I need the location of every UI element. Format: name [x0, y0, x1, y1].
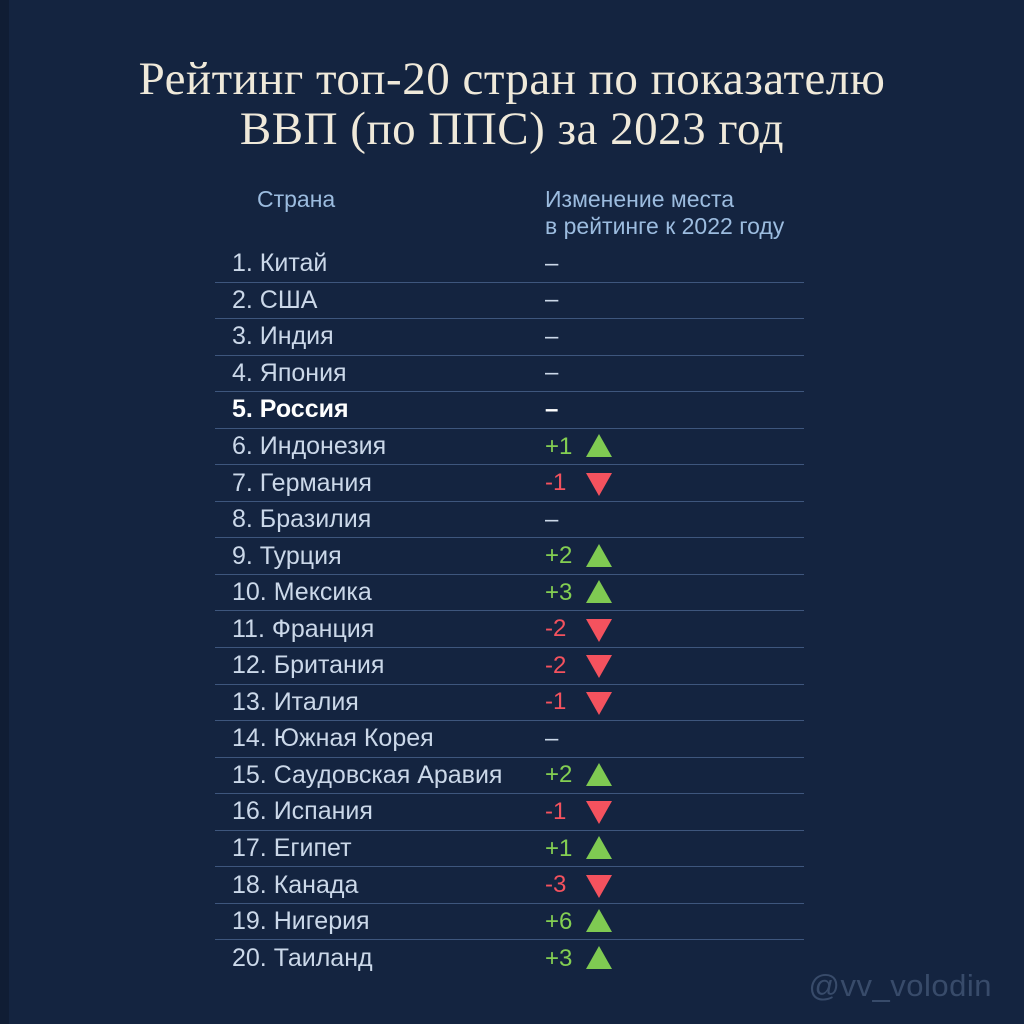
- table-row: 6. Индонезия +1: [215, 429, 804, 466]
- row-country-label: 17. Египет: [232, 834, 352, 863]
- arrow-up-icon: [586, 946, 612, 970]
- table-row: 9. Турция +2: [215, 538, 804, 575]
- row-country-label: 7. Германия: [232, 468, 372, 497]
- row-change-value: –: [545, 286, 559, 314]
- table-row: 16. Испания -1: [215, 794, 804, 831]
- arrow-up-icon: [586, 909, 612, 933]
- row-country-label: 12. Британия: [232, 651, 385, 680]
- row-country-label: 18. Канада: [232, 870, 359, 899]
- column-header-change: Изменение места в рейтинге к 2022 году: [545, 186, 804, 240]
- row-change-value: -2: [545, 651, 567, 679]
- page-title-line1: Рейтинг топ-20 стран по показателю: [138, 53, 886, 105]
- table-row: 2. США –: [215, 283, 804, 320]
- table-row: 19. Нигерия +6: [215, 904, 804, 941]
- table-row: 13. Италия -1: [215, 685, 804, 722]
- row-country-label: 20. Таиланд: [232, 944, 373, 973]
- table-row: 7. Германия -1: [215, 465, 804, 502]
- arrow-down-icon: [586, 472, 612, 496]
- row-change-value: +3: [545, 944, 573, 972]
- row-change-value: +3: [545, 578, 573, 606]
- row-change-value: -3: [545, 871, 567, 899]
- arrow-up-icon: [586, 762, 612, 786]
- table-row: 17. Египет +1: [215, 831, 804, 868]
- arrow-down-icon: [586, 618, 612, 642]
- row-country-label: 3. Индия: [232, 322, 334, 351]
- row-change-value: –: [545, 395, 559, 423]
- table-row: 18. Канада -3: [215, 867, 804, 904]
- row-change-value: +2: [545, 542, 573, 570]
- row-change-value: +2: [545, 761, 573, 789]
- row-country-label: 2. США: [232, 285, 318, 314]
- row-change-value: +1: [545, 432, 573, 460]
- row-country-label: 13. Италия: [232, 687, 359, 716]
- row-change-value: -1: [545, 797, 567, 825]
- arrow-up-icon: [586, 543, 612, 567]
- row-change-value: +6: [545, 907, 573, 935]
- row-country-label: 4. Япония: [232, 358, 347, 387]
- row-change-value: –: [545, 249, 559, 277]
- table-row: 10. Мексика +3: [215, 575, 804, 612]
- table-row: 20. Таиланд +3: [215, 940, 804, 977]
- row-country-label: 6. Индонезия: [232, 432, 387, 460]
- row-country-label: 8. Бразилия: [232, 505, 372, 534]
- row-change-value: –: [545, 322, 559, 350]
- row-change-value: +1: [545, 834, 573, 862]
- left-edge-strip: [0, 0, 9, 1024]
- column-header-country: Страна: [257, 186, 336, 212]
- table-row: 11. Франция -2: [215, 611, 804, 649]
- row-change-value: -1: [545, 688, 567, 716]
- arrow-down-icon: [586, 691, 612, 715]
- row-country-label: 5. Россия: [232, 395, 349, 424]
- row-change-value: -2: [545, 615, 567, 643]
- table-row: 4. Япония –: [215, 356, 804, 393]
- row-country-label: 15. Саудовская Аравия: [232, 760, 503, 789]
- arrow-up-icon: [586, 836, 612, 860]
- page-title: Рейтинг топ-20 стран по показателю ВВП (…: [0, 54, 1024, 154]
- row-change-value: –: [545, 724, 559, 752]
- page-title-line2: ВВП (по ППС) за 2023 год: [239, 103, 785, 155]
- column-header-change-line2: в рейтинге к 2022 году: [545, 213, 785, 239]
- row-country-label: 19. Нигерия: [232, 907, 370, 936]
- row-country-label: 16. Испания: [232, 797, 373, 826]
- row-change-value: –: [545, 359, 559, 387]
- arrow-down-icon: [586, 801, 612, 825]
- row-country-label: 9. Турция: [232, 541, 342, 570]
- table-body: 1. Китай – 2. США – 3. Индия – 4. Япония…: [215, 246, 804, 977]
- table-row: 14. Южная Корея –: [215, 721, 804, 758]
- column-header-change-line1: Изменение места: [545, 186, 735, 212]
- watermark: @vv_volodin: [808, 968, 992, 1003]
- table-row: 3. Индия –: [215, 319, 804, 356]
- row-country-label: 1. Китай: [232, 249, 328, 278]
- arrow-up-icon: [586, 580, 612, 604]
- row-change-value: –: [545, 505, 559, 533]
- table-row: 15. Саудовская Аравия +2: [215, 758, 804, 795]
- table-row: 1. Китай –: [215, 246, 804, 283]
- row-country-label: 10. Мексика: [232, 578, 372, 607]
- arrow-up-icon: [586, 434, 612, 457]
- arrow-down-icon: [586, 655, 612, 679]
- row-change-value: -1: [545, 469, 567, 497]
- ranking-table: Страна Изменение места в рейтинге к 2022…: [215, 186, 804, 977]
- table-row: 5. Россия –: [215, 392, 804, 429]
- table-header: Страна Изменение места в рейтинге к 2022…: [215, 186, 804, 246]
- row-country-label: 11. Франция: [232, 614, 375, 643]
- arrow-down-icon: [586, 874, 612, 898]
- table-row: 12. Британия -2: [215, 648, 804, 685]
- table-row: 8. Бразилия –: [215, 502, 804, 539]
- row-country-label: 14. Южная Корея: [232, 724, 434, 753]
